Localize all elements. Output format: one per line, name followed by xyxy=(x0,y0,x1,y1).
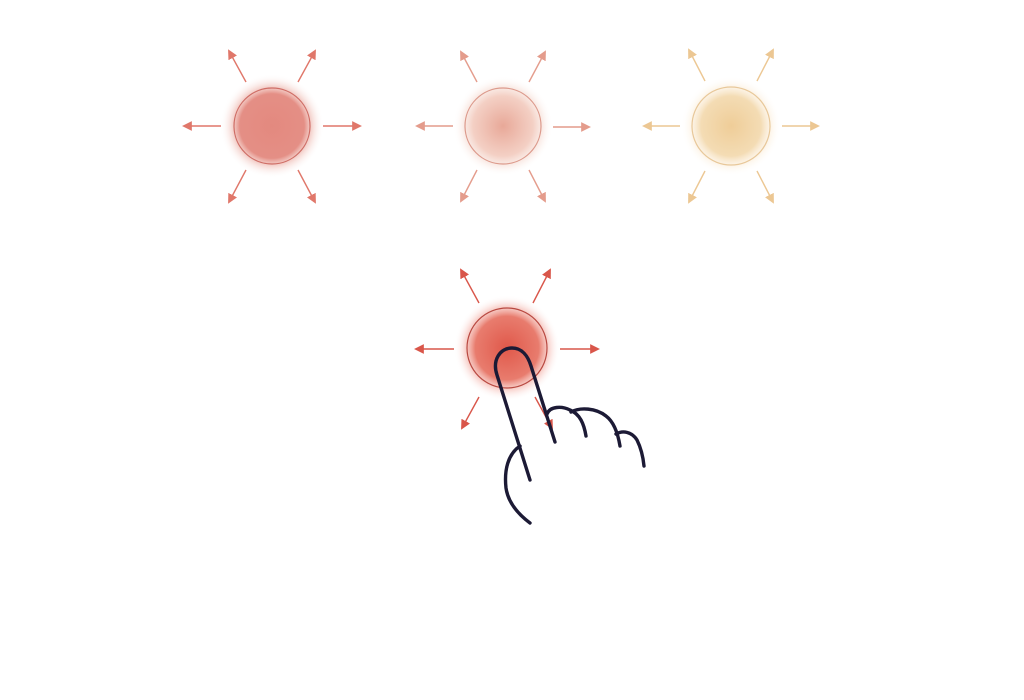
ray-down-left xyxy=(461,396,480,430)
burst-rays xyxy=(642,48,820,204)
burst-glow xyxy=(220,74,324,178)
ray-up-right xyxy=(756,48,774,82)
ray-up-right xyxy=(532,268,551,304)
burst-ring xyxy=(464,87,542,165)
burst-option-1[interactable] xyxy=(182,49,362,204)
ray-up-right xyxy=(528,50,546,83)
ray-up-right xyxy=(297,49,316,83)
ray-down-right xyxy=(297,169,316,204)
burst-rays xyxy=(415,50,591,203)
ray-up-left xyxy=(688,48,706,82)
burst-ring xyxy=(466,307,548,389)
burst-glow xyxy=(453,76,553,176)
ray-up-left xyxy=(460,268,480,304)
ray-up-left xyxy=(228,49,247,83)
ray-down-left xyxy=(688,170,706,204)
ray-down-right xyxy=(756,170,774,204)
burst-rays xyxy=(182,49,362,204)
pointing-hand-icon xyxy=(493,346,646,525)
burst-ring xyxy=(691,86,771,166)
ray-up-left xyxy=(460,50,478,83)
burst-option-3[interactable] xyxy=(642,48,820,204)
ray-down-left xyxy=(460,169,478,203)
burst-option-2[interactable] xyxy=(415,50,591,203)
ray-down-left xyxy=(228,169,247,204)
burst-glow xyxy=(681,76,781,176)
burst-rays xyxy=(414,268,600,430)
burst-ring xyxy=(233,87,311,165)
ray-down-right xyxy=(528,169,546,203)
